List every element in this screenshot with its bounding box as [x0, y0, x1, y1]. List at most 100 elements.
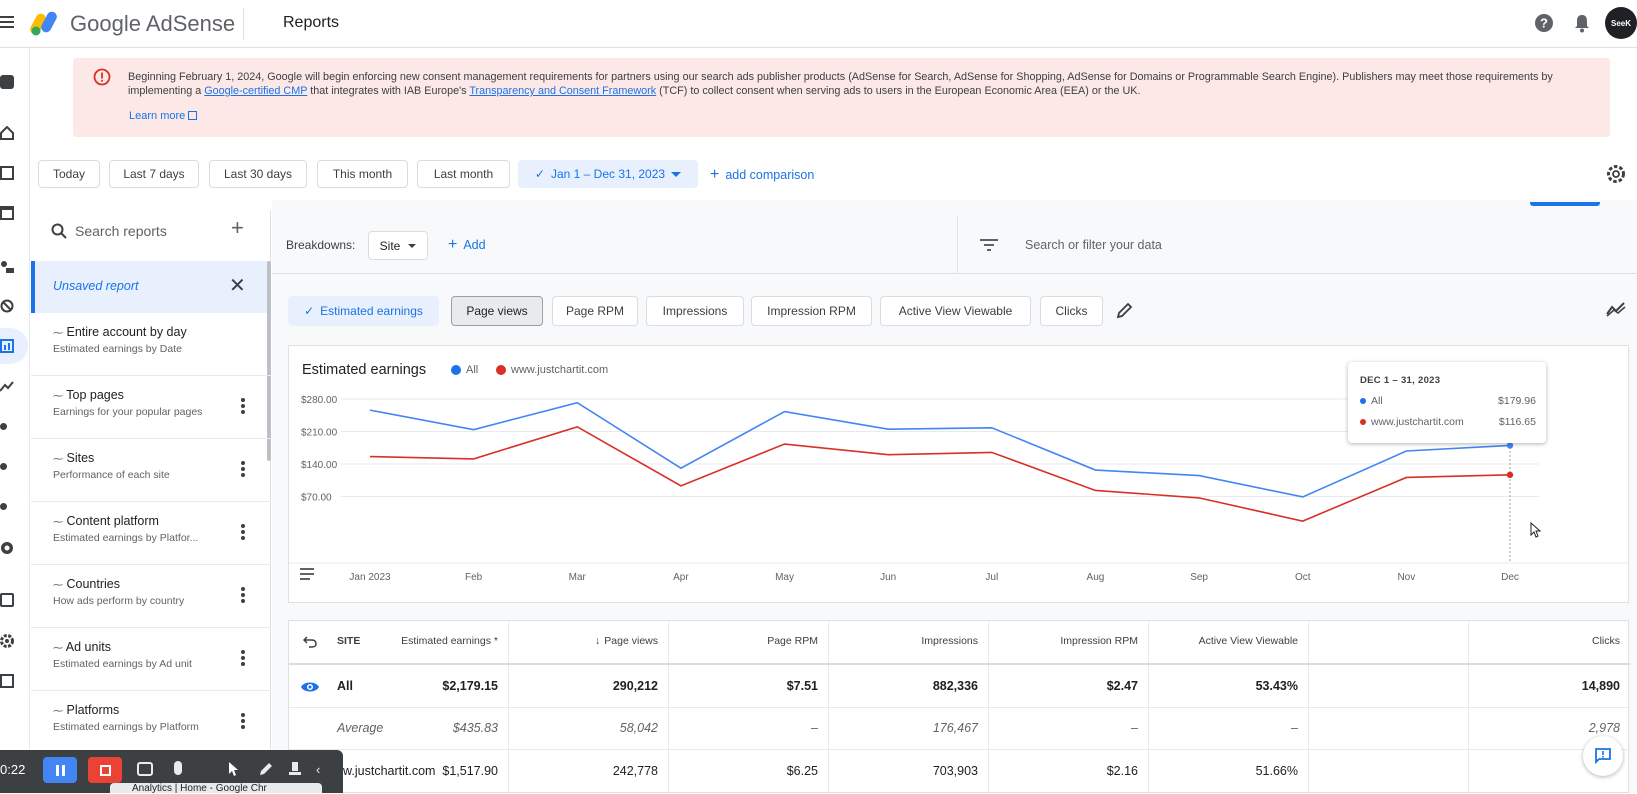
edit-pencil-icon[interactable]	[1116, 301, 1134, 319]
more-vert-icon[interactable]	[241, 524, 245, 540]
pause-button[interactable]	[43, 757, 77, 783]
ads-icon[interactable]	[0, 166, 14, 180]
column-header-site[interactable]: SITE	[337, 635, 361, 647]
trend-line-toggle-icon[interactable]	[1606, 301, 1626, 317]
legend-swatch-all	[451, 365, 461, 375]
new-report-plus-icon[interactable]: +	[231, 215, 244, 240]
stop-button[interactable]	[88, 757, 122, 783]
metric-chip-page-rpm[interactable]: Page RPM	[552, 296, 638, 326]
more-vert-icon[interactable]	[241, 398, 245, 414]
google-certified-cmp-link[interactable]: Google-certified CMP	[204, 85, 308, 97]
more-vert-icon[interactable]	[241, 713, 245, 729]
x-tick-label: Jun	[880, 572, 896, 583]
date-chip-last-month[interactable]: Last month	[417, 160, 510, 188]
report-item-entire-account[interactable]: ⁓ Entire account by day Estimated earnin…	[31, 313, 271, 376]
column-header-page-rpm[interactable]: Page RPM	[767, 635, 818, 647]
more-vert-icon[interactable]	[241, 461, 245, 477]
blocking-icon[interactable]	[0, 299, 14, 313]
pen-tool-icon[interactable]	[258, 761, 274, 777]
report-item-countries[interactable]: ⁓ Countries How ads perform by country	[31, 565, 271, 628]
metric-chip-clicks[interactable]: Clicks	[1040, 296, 1103, 326]
camera-off-icon[interactable]	[137, 762, 153, 776]
table-row-average-label: Average	[337, 721, 384, 735]
earnings-line-chart[interactable]: $280.00 $210.00 $140.00 $70.00 Jan 2023 Feb Ma…	[289, 346, 1630, 604]
video-icon[interactable]	[0, 75, 14, 89]
help-icon[interactable]: ?	[1533, 12, 1555, 34]
column-header-impressions[interactable]: Impressions	[921, 635, 978, 647]
report-item-content-platform[interactable]: ⁓ Content platform Estimated earnings by…	[31, 502, 271, 565]
table-view-toggle-icon[interactable]	[300, 568, 314, 580]
more-vert-icon[interactable]	[241, 650, 245, 666]
unsaved-report-item[interactable]: Unsaved report ✕	[31, 261, 271, 313]
report-subtitle: Performance of each site	[53, 469, 170, 481]
column-header-clicks[interactable]: Clicks	[1592, 635, 1620, 647]
column-header-impression-rpm[interactable]: Impression RPM	[1060, 635, 1138, 647]
table-cell: 290,212	[612, 679, 658, 693]
metric-chip-estimated-earnings[interactable]: ✓ Estimated earnings	[288, 296, 439, 326]
close-icon[interactable]: ✕	[229, 275, 246, 297]
tooltip-dot-all	[1360, 398, 1366, 404]
brand-safety-icon[interactable]	[0, 541, 14, 555]
chrome-tab-preview[interactable]: Analytics | Home - Google Chr	[110, 783, 322, 793]
nav-dot-1-icon[interactable]	[0, 423, 7, 430]
date-range-picker[interactable]: ✓ Jan 1 – Dec 31, 2023	[518, 160, 698, 188]
recording-time: 0:22	[0, 762, 26, 777]
plus-icon: +	[448, 236, 458, 253]
highlighter-tool-icon[interactable]	[288, 761, 302, 777]
scroll-indicator	[1530, 202, 1600, 206]
settings-gear-icon[interactable]	[1606, 164, 1626, 184]
notifications-icon[interactable]	[1571, 12, 1593, 34]
tooltip-row-all: All $179.96	[1360, 395, 1536, 407]
feedback-icon[interactable]	[0, 674, 14, 688]
column-header-estimated-earnings[interactable]: Estimated earnings *	[401, 635, 498, 647]
collapse-chevron-icon[interactable]: ‹	[316, 762, 321, 777]
tcf-link[interactable]: Transparency and Consent Framework	[469, 85, 657, 97]
visibility-eye-icon[interactable]	[300, 680, 320, 694]
avatar[interactable]: SeeK	[1605, 7, 1637, 39]
more-vert-icon[interactable]	[241, 587, 245, 603]
breakdown-site-select[interactable]: Site	[368, 231, 428, 260]
nav-dot-2-icon[interactable]	[0, 463, 7, 470]
metric-chip-impression-rpm[interactable]: Impression RPM	[751, 296, 872, 326]
metric-chip-page-views[interactable]: Page views	[451, 296, 543, 326]
date-chip-this-month[interactable]: This month	[317, 160, 408, 188]
x-tick-label: Jan 2023	[349, 572, 391, 583]
add-breakdown-button[interactable]: + Add	[448, 236, 486, 253]
panel-scrollbar[interactable]	[267, 261, 271, 461]
table-row-all-site: All	[337, 679, 353, 693]
page-title: Reports	[283, 14, 340, 31]
report-subtitle: Estimated earnings by Platform	[53, 721, 199, 733]
payments-icon[interactable]	[0, 593, 14, 607]
menu-icon[interactable]	[0, 16, 14, 30]
home-icon[interactable]	[0, 126, 14, 140]
report-item-top-pages[interactable]: ⁓ Top pages Earnings for your popular pa…	[31, 376, 271, 439]
feedback-fab[interactable]	[1583, 736, 1623, 776]
sites-icon[interactable]	[0, 206, 14, 220]
x-tick-label: Dec	[1501, 572, 1519, 583]
report-item-sites[interactable]: ⁓ Sites Performance of each site	[31, 439, 271, 502]
optimization-icon[interactable]	[0, 379, 14, 393]
add-comparison-button[interactable]: + add comparison	[710, 166, 815, 183]
learn-more-link[interactable]: Learn more	[129, 110, 198, 122]
search-reports-input[interactable]: Search reports	[75, 223, 167, 239]
report-item-ad-units[interactable]: ⁓ Ad units Estimated earnings by Ad unit	[31, 628, 271, 691]
microphone-icon[interactable]	[174, 761, 182, 775]
y-tick-label: $210.00	[301, 428, 338, 439]
column-header-page-views[interactable]: ↓ Page views	[595, 635, 658, 647]
metric-chip-impressions[interactable]: Impressions	[646, 296, 744, 326]
pointer-tool-icon[interactable]	[228, 761, 240, 777]
series-line-justchartit	[369, 425, 1511, 522]
filter-icon[interactable]	[980, 238, 998, 252]
settings-icon[interactable]	[0, 634, 14, 648]
filter-data-input[interactable]: Search or filter your data	[1025, 238, 1162, 252]
privacy-icon[interactable]	[0, 260, 14, 274]
date-chip-last-7-days[interactable]: Last 7 days	[109, 160, 199, 188]
undo-icon[interactable]	[303, 636, 317, 648]
report-item-platforms[interactable]: ⁓ Platforms Estimated earnings by Platfo…	[31, 691, 271, 754]
nav-dot-3-icon[interactable]	[0, 503, 7, 510]
date-chip-today[interactable]: Today	[38, 160, 100, 188]
date-chip-last-30-days[interactable]: Last 30 days	[209, 160, 307, 188]
table-row-site-name[interactable]: www.justchartit.com	[325, 764, 436, 778]
column-header-active-view-viewable[interactable]: Active View Viewable	[1198, 635, 1298, 647]
metric-chip-active-view-viewable[interactable]: Active View Viewable	[880, 296, 1031, 326]
